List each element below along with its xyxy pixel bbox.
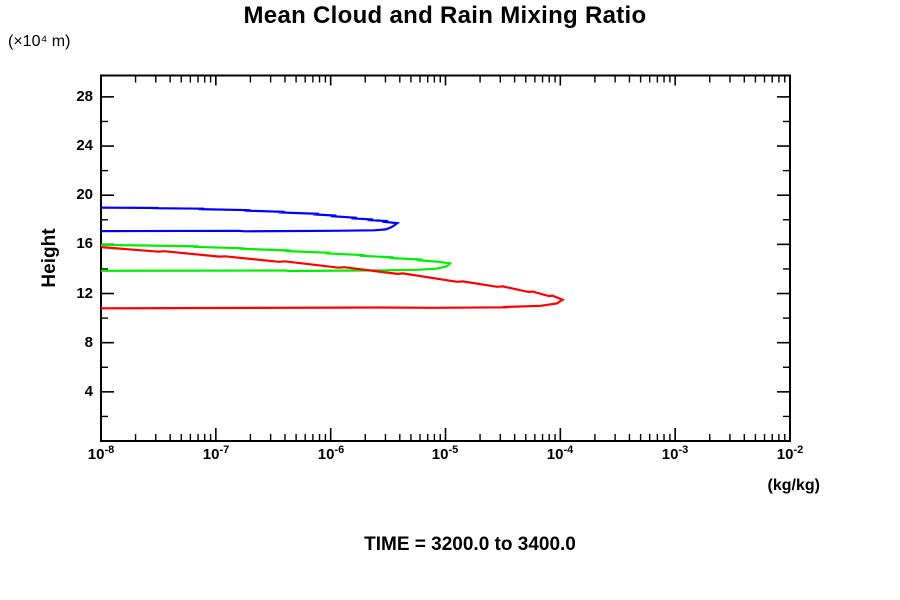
curve-red-profile: [100, 246, 565, 310]
chart-title: Mean Cloud and Rain Mixing Ratio: [243, 2, 647, 29]
x-tick-label-1e-3: 10-3: [661, 444, 689, 463]
y-tick-label-24: 24: [76, 137, 93, 154]
y-axis-unit-label: (×10⁴ m): [8, 33, 71, 50]
y-tick-label-28: 28: [76, 88, 93, 105]
x-tick-label-1e-4: 10-4: [546, 444, 574, 463]
y-tick-label-8: 8: [84, 334, 93, 351]
x-axis-unit-label: (kg/kg): [767, 477, 820, 494]
time-annotation: TIME = 3200.0 to 3400.0: [364, 534, 576, 555]
y-tick-label-12: 12: [76, 285, 93, 302]
y-tick-label-20: 20: [76, 186, 93, 203]
x-tick-label-1e-8: 10-8: [87, 444, 115, 463]
x-tick-label-1e-2: 10-2: [776, 444, 804, 463]
curve-blue-profile: [100, 206, 401, 233]
x-tick-label-1e-7: 10-7: [202, 444, 230, 463]
x-tick-label-1e-6: 10-6: [317, 444, 345, 463]
plot-frame: [100, 74, 791, 442]
x-tick-label-1e-5: 10-5: [431, 444, 459, 463]
y-tick-label-4: 4: [84, 383, 93, 400]
curve-green-profile: [100, 243, 453, 273]
y-tick-label-16: 16: [76, 235, 93, 252]
